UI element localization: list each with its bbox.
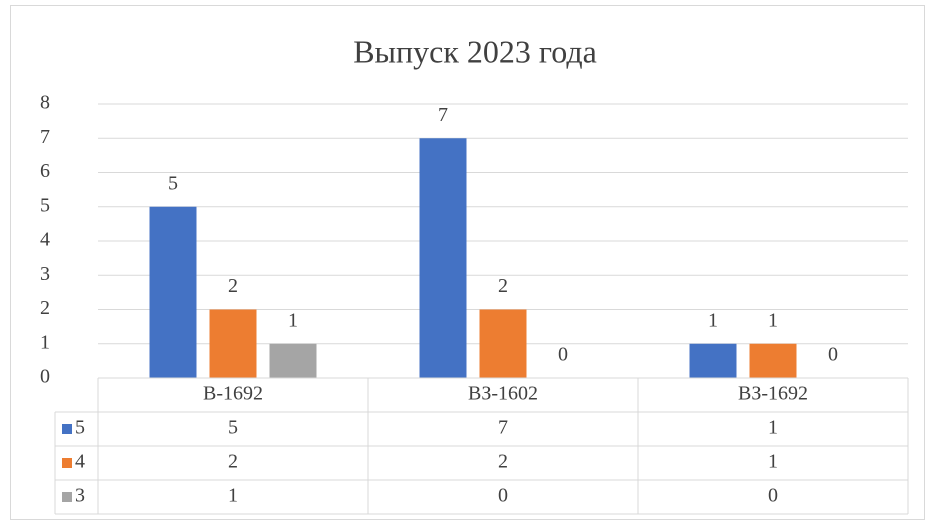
table-cell: 5 xyxy=(228,417,238,439)
x-tick-label: В-1692 xyxy=(203,383,263,405)
data-label: 7 xyxy=(438,104,448,126)
legend-key xyxy=(62,424,72,434)
bar xyxy=(419,138,467,378)
legend-label: 4 xyxy=(75,451,85,473)
y-tick-label: 7 xyxy=(40,126,50,148)
y-tick-label: 4 xyxy=(40,229,50,251)
data-label: 1 xyxy=(708,309,718,331)
bar xyxy=(689,343,737,378)
chart-title: Выпуск 2023 года xyxy=(353,33,597,69)
table-cell: 0 xyxy=(768,485,778,507)
data-label: 1 xyxy=(768,309,778,331)
y-tick-label: 6 xyxy=(40,160,50,182)
table-cell: 2 xyxy=(228,451,238,473)
legend-label: 5 xyxy=(75,417,85,439)
y-tick-label: 0 xyxy=(40,366,50,388)
data-label: 5 xyxy=(168,172,178,194)
table-cell: 2 xyxy=(498,451,508,473)
bar xyxy=(269,343,317,378)
bar xyxy=(209,309,257,378)
legend-key xyxy=(62,458,72,468)
data-label: 2 xyxy=(228,275,238,297)
y-tick-label: 1 xyxy=(40,331,50,353)
y-tick-label: 8 xyxy=(40,92,50,114)
table-cell: 1 xyxy=(768,451,778,473)
y-tick-label: 2 xyxy=(40,297,50,319)
chart-border xyxy=(10,5,925,520)
table-cell: 7 xyxy=(498,417,508,439)
bar xyxy=(149,206,197,378)
table-cell: 1 xyxy=(228,485,238,507)
bar xyxy=(749,343,797,378)
legend-label: 3 xyxy=(75,485,85,507)
x-tick-label: ВЗ-1692 xyxy=(738,383,808,405)
data-label: 0 xyxy=(828,344,838,366)
legend-key xyxy=(62,492,72,502)
data-label: 1 xyxy=(288,309,298,331)
data-label: 0 xyxy=(558,344,568,366)
table-cell: 0 xyxy=(498,485,508,507)
data-label: 2 xyxy=(498,275,508,297)
y-tick-label: 3 xyxy=(40,263,50,285)
y-tick-label: 5 xyxy=(40,194,50,216)
bar xyxy=(479,309,527,378)
table-cell: 1 xyxy=(768,417,778,439)
x-tick-label: ВЗ-1602 xyxy=(468,383,538,405)
